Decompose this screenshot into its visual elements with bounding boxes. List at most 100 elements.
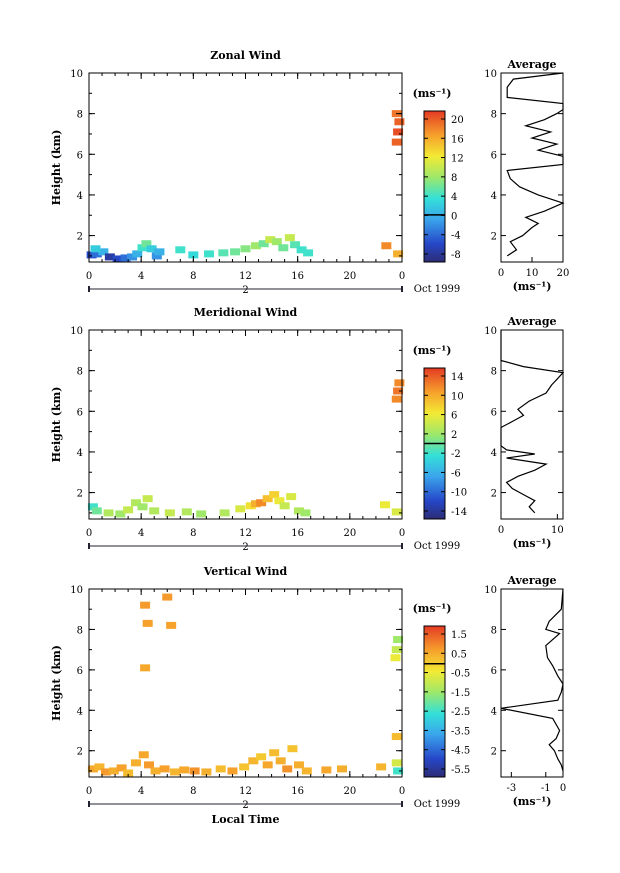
colorbar-tick-label: -8 bbox=[451, 250, 461, 261]
y-tick-label: 8 bbox=[77, 110, 83, 121]
heatmap-cell bbox=[287, 745, 298, 753]
heatmap-cell bbox=[142, 619, 153, 627]
heatmap-cell bbox=[91, 250, 102, 258]
heatmap-cell bbox=[137, 503, 148, 511]
heatmap-cell bbox=[142, 495, 153, 503]
heatmap-cell bbox=[140, 601, 151, 609]
heatmap-cell bbox=[108, 767, 119, 775]
heatmap-cell bbox=[391, 508, 402, 516]
date-month-label: Oct 1999 bbox=[414, 541, 460, 552]
heatmap-cell bbox=[91, 507, 102, 515]
colorbar-tick-label: 2 bbox=[451, 430, 457, 441]
heatmap-cell bbox=[391, 138, 402, 146]
x-tick-label: 0 bbox=[86, 786, 92, 797]
x-tick-label: 4 bbox=[138, 271, 144, 282]
heatmap-cell bbox=[215, 765, 226, 773]
heatmap-cell bbox=[115, 510, 126, 518]
average-title: Average bbox=[506, 315, 556, 328]
average-y-tick-label: 8 bbox=[491, 110, 497, 121]
chart-title: Zonal Wind bbox=[210, 49, 281, 62]
average-title: Average bbox=[506, 574, 556, 587]
heatmap-cell bbox=[258, 240, 269, 248]
colorbar-tick-label: -4.5 bbox=[451, 746, 470, 757]
heatmap-cell bbox=[170, 768, 181, 776]
x-tick-label: 0 bbox=[399, 271, 405, 282]
plot-frame bbox=[88, 588, 403, 778]
x-tick-label: 0 bbox=[86, 271, 92, 282]
heatmap-cell bbox=[138, 751, 149, 759]
heatmap-cell bbox=[120, 254, 131, 262]
heatmap-cell bbox=[321, 766, 332, 774]
heatmap-cell bbox=[130, 759, 141, 767]
colorbar-tick-label: 20 bbox=[451, 115, 464, 126]
heatmap-cell bbox=[104, 253, 115, 261]
heatmap-cell bbox=[181, 508, 192, 516]
average-profile-line bbox=[500, 330, 565, 514]
colorbar-tick-label: -2 bbox=[451, 449, 461, 460]
heatmap-cell bbox=[94, 763, 105, 771]
colorbar-tick-label: 4 bbox=[451, 192, 457, 203]
heatmap-cell bbox=[100, 768, 111, 776]
y-tick-label: 2 bbox=[77, 232, 83, 243]
x-tick-label: 8 bbox=[190, 786, 196, 797]
y-axis-label: Height (km) bbox=[50, 130, 63, 206]
heatmap-cell bbox=[188, 251, 199, 259]
heatmap-cell bbox=[274, 497, 285, 505]
heatmap-cell bbox=[262, 761, 273, 769]
average-y-tick-label: 2 bbox=[491, 489, 497, 500]
heatmap-cell bbox=[90, 245, 101, 253]
heatmap-cell bbox=[196, 510, 207, 518]
heatmap-cell bbox=[393, 767, 404, 775]
y-axis-label: Height (km) bbox=[50, 387, 63, 463]
colorbar-tick-label: 6 bbox=[451, 411, 457, 422]
average-y-tick-label: 2 bbox=[491, 747, 497, 758]
heatmap-cell bbox=[394, 118, 405, 126]
average-x-label: (ms⁻¹) bbox=[513, 280, 552, 293]
x-tick-label: 12 bbox=[239, 271, 252, 282]
average-y-tick-label: 10 bbox=[484, 585, 497, 596]
heatmap-cell bbox=[301, 767, 312, 775]
date-day-label: 2 bbox=[242, 285, 248, 296]
heatmap-cell bbox=[391, 646, 402, 654]
heatmap-cell bbox=[87, 765, 98, 773]
heatmap-cell bbox=[271, 238, 282, 246]
date-end-marker bbox=[88, 801, 90, 807]
heatmap-cell bbox=[262, 495, 273, 503]
x-tick-label: 0 bbox=[86, 528, 92, 539]
average-profile-line bbox=[500, 588, 564, 772]
average-x-tick-label: -3 bbox=[506, 783, 516, 794]
average-frame bbox=[500, 329, 564, 520]
y-tick-label: 2 bbox=[77, 489, 83, 500]
heatmap-cell bbox=[116, 764, 127, 772]
heatmap-cell bbox=[303, 249, 314, 257]
x-tick-label: 20 bbox=[343, 528, 356, 539]
average-x-tick-label: 0 bbox=[560, 783, 566, 794]
colorbar-tick-label: -1.5 bbox=[451, 688, 470, 699]
plot-frame bbox=[88, 72, 403, 263]
colorbar-unit: (ms⁻¹) bbox=[413, 344, 452, 357]
average-y-tick-label: 8 bbox=[491, 367, 497, 378]
y-tick-label: 10 bbox=[70, 585, 83, 596]
heatmap-cell bbox=[103, 509, 114, 517]
average-y-tick-label: 4 bbox=[491, 448, 497, 459]
y-tick-label: 6 bbox=[77, 150, 83, 161]
heatmap-cell bbox=[179, 766, 190, 774]
average-y-tick-label: 10 bbox=[484, 326, 497, 337]
heatmap-cell bbox=[256, 753, 267, 761]
average-x-tick-label: -1 bbox=[541, 783, 551, 794]
colorbar-unit: (ms⁻¹) bbox=[413, 87, 452, 100]
x-axis-label: Local Time bbox=[212, 813, 280, 826]
heatmap-cell bbox=[150, 767, 161, 775]
heatmap-cell bbox=[300, 509, 311, 517]
date-end-marker bbox=[401, 801, 403, 807]
x-tick-label: 20 bbox=[343, 271, 356, 282]
x-tick-label: 12 bbox=[239, 786, 252, 797]
heatmap-cell bbox=[248, 757, 259, 765]
heatmap-cell bbox=[286, 493, 297, 501]
colorbar-tick-label: -4 bbox=[451, 231, 461, 242]
heatmap-cell bbox=[256, 499, 267, 507]
chart-title: Vertical Wind bbox=[203, 565, 288, 578]
x-tick-label: 16 bbox=[291, 528, 304, 539]
y-tick-label: 4 bbox=[77, 191, 83, 202]
heatmap-cell bbox=[132, 250, 143, 258]
